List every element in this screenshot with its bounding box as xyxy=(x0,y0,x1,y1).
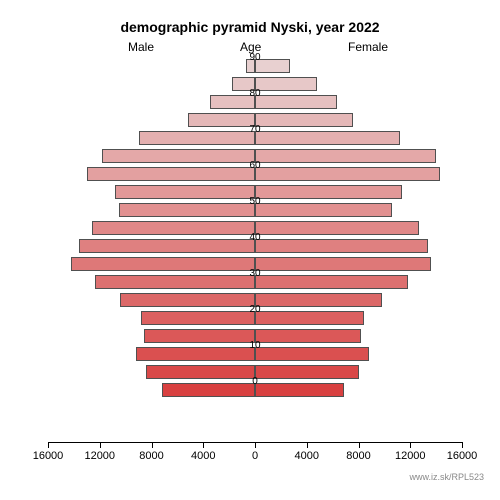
x-tick-label: 16000 xyxy=(33,450,64,462)
bar-female xyxy=(255,311,364,325)
x-tick-label: 12000 xyxy=(84,450,115,462)
bar-male xyxy=(210,95,255,109)
bar-female xyxy=(255,113,353,127)
bar-male xyxy=(141,311,255,325)
age-label: 80 xyxy=(249,88,260,99)
age-label: 30 xyxy=(249,268,260,279)
age-label: 40 xyxy=(249,232,260,243)
x-tick-label: 0 xyxy=(252,450,258,462)
bar-female xyxy=(255,77,317,91)
x-tick xyxy=(152,442,153,448)
bar-row: 80 xyxy=(48,94,462,110)
bar-female xyxy=(255,167,440,181)
bar-female xyxy=(255,383,344,397)
pyramid-bars: 90 80 70 60 50 40 30 20 10 0 xyxy=(48,58,462,420)
bar-male xyxy=(79,239,255,253)
x-tick-label: 12000 xyxy=(395,450,426,462)
x-axis: 1600012000800040000400080001200016000 xyxy=(48,442,462,472)
x-tick xyxy=(410,442,411,448)
bar-female xyxy=(255,257,431,271)
x-tick-label: 4000 xyxy=(295,450,319,462)
x-tick-label: 16000 xyxy=(447,450,478,462)
age-label: 60 xyxy=(249,160,260,171)
bar-male xyxy=(115,185,255,199)
bar-male xyxy=(188,113,255,127)
x-tick-label: 4000 xyxy=(191,450,215,462)
bar-row: 30 xyxy=(48,274,462,290)
x-tick xyxy=(462,442,463,448)
bar-male xyxy=(87,167,255,181)
bar-row: 90 xyxy=(48,58,462,74)
x-tick-label: 8000 xyxy=(346,450,370,462)
bar-female xyxy=(255,221,419,235)
bar-male xyxy=(71,257,255,271)
bar-female xyxy=(255,329,361,343)
bar-female xyxy=(255,239,428,253)
bar-male xyxy=(102,149,255,163)
age-label: 50 xyxy=(249,196,260,207)
bar-female xyxy=(255,365,359,379)
bar-female xyxy=(255,203,392,217)
bar-row: 0 xyxy=(48,382,462,398)
bar-male xyxy=(139,131,255,145)
age-label: 10 xyxy=(249,340,260,351)
x-tick xyxy=(359,442,360,448)
bar-male xyxy=(120,293,255,307)
age-label: 20 xyxy=(249,304,260,315)
bar-male xyxy=(144,329,255,343)
x-tick-label: 8000 xyxy=(139,450,163,462)
bar-male xyxy=(136,347,255,361)
age-label: 90 xyxy=(249,52,260,63)
bar-female xyxy=(255,275,408,289)
bar-female xyxy=(255,293,382,307)
bar-female xyxy=(255,131,400,145)
age-label: 70 xyxy=(249,124,260,135)
bar-male xyxy=(146,365,255,379)
bar-male xyxy=(92,221,255,235)
bar-female xyxy=(255,347,369,361)
age-label: 0 xyxy=(252,376,258,387)
x-tick xyxy=(203,442,204,448)
bar-row: 20 xyxy=(48,310,462,326)
bar-row: 70 xyxy=(48,130,462,146)
bar-male xyxy=(119,203,255,217)
chart-title: demographic pyramid Nyski, year 2022 xyxy=(0,19,500,35)
bar-row: 10 xyxy=(48,346,462,362)
bar-male xyxy=(95,275,255,289)
x-tick xyxy=(307,442,308,448)
bar-male xyxy=(162,383,255,397)
bar-female xyxy=(255,149,436,163)
bar-row: 40 xyxy=(48,238,462,254)
chart-area: 90 80 70 60 50 40 30 20 10 0 xyxy=(48,38,462,442)
x-tick xyxy=(100,442,101,448)
bar-row: 50 xyxy=(48,202,462,218)
attribution-text: www.iz.sk/RPL523 xyxy=(409,472,484,482)
bar-row: 60 xyxy=(48,166,462,182)
x-tick xyxy=(255,442,256,448)
bar-female xyxy=(255,185,402,199)
x-tick xyxy=(48,442,49,448)
bar-female xyxy=(255,95,337,109)
